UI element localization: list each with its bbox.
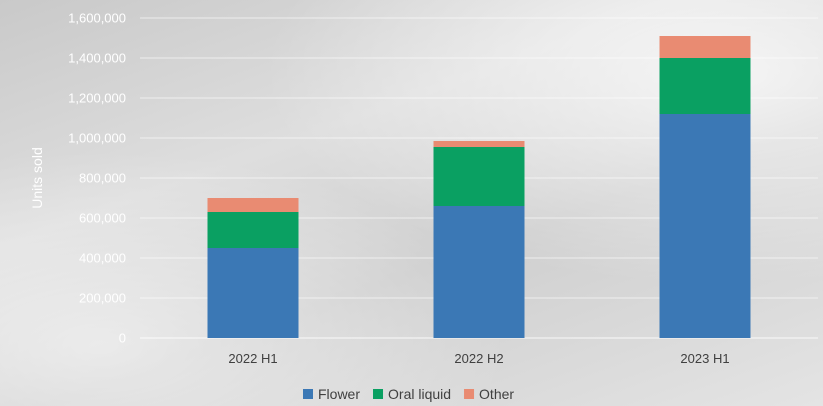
bar-segment-flower [659,114,751,338]
y-tick-label: 0 [119,331,126,346]
y-axis-ticks: 0 200,000 400,000 600,000 800,000 1,000,000 1,… [68,11,126,346]
y-tick-label: 1,400,000 [68,51,126,66]
y-tick-label: 1,000,000 [68,131,126,146]
legend-swatch [464,389,475,399]
bar-segment-flower [207,248,299,338]
x-axis-ticks: 2022 H1 2022 H2 2023 H1 [228,351,729,366]
y-tick-label: 1,200,000 [68,91,126,106]
y-tick-label: 800,000 [79,171,126,186]
x-tick-label: 2022 H1 [228,351,277,366]
y-tick-label: 600,000 [79,211,126,226]
legend-label: Flower [318,386,360,402]
bar-segment-oral-liquid [659,58,751,114]
x-tick-label: 2023 H1 [680,351,729,366]
legend-label: Other [479,386,514,402]
y-axis-title: Units sold [29,147,45,208]
y-tick-label: 1,600,000 [68,11,126,26]
bar-segment-oral-liquid [433,147,525,206]
y-tick-label: 400,000 [79,251,126,266]
bars [207,36,751,338]
legend: Flower Oral liquid Other [303,386,514,402]
y-tick-label: 200,000 [79,291,126,306]
bar-segment-oral-liquid [207,212,299,248]
x-tick-label: 2022 H2 [454,351,503,366]
bar-segment-other [207,198,299,212]
legend-swatch [373,389,384,399]
bar-segment-flower [433,206,525,338]
legend-swatch [303,389,313,399]
legend-label: Oral liquid [388,386,451,402]
bar-segment-other [433,141,525,147]
bar-segment-other [659,36,751,58]
